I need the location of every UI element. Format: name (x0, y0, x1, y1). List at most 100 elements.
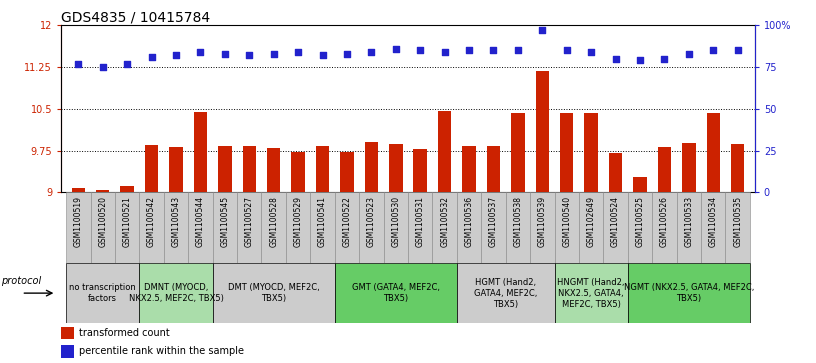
Point (438, 49, 451, 55)
Text: protocol: protocol (2, 276, 42, 286)
Bar (408, 192, 432, 263)
Point (96, 64, 109, 70)
Point (512, 48, 525, 53)
Point (487, 48, 500, 53)
Text: GSM1100539: GSM1100539 (538, 196, 547, 247)
Point (658, 56, 671, 62)
Bar (91, 192, 115, 263)
Point (561, 48, 574, 53)
Point (291, 49, 304, 55)
Bar (61, 345, 73, 358)
Bar (218, 146, 232, 192)
Bar (658, 147, 671, 192)
Bar (66, 263, 140, 323)
Text: GDS4835 / 10415784: GDS4835 / 10415784 (61, 10, 211, 24)
Bar (164, 192, 188, 263)
Text: GSM1100536: GSM1100536 (464, 196, 473, 247)
Text: GSM1100525: GSM1100525 (636, 196, 645, 247)
Bar (316, 146, 329, 192)
Text: GSM1100534: GSM1100534 (709, 196, 718, 247)
Point (316, 53, 329, 58)
Point (121, 61, 134, 67)
Bar (506, 192, 530, 263)
Bar (676, 192, 701, 263)
Bar (169, 147, 183, 192)
Bar (340, 152, 353, 192)
Bar (701, 192, 725, 263)
Bar (72, 188, 85, 192)
Text: GSM1100544: GSM1100544 (196, 196, 205, 247)
Bar (432, 192, 457, 263)
Bar (359, 192, 384, 263)
Point (194, 49, 207, 55)
Bar (487, 146, 500, 192)
Bar (335, 192, 359, 263)
Point (463, 48, 476, 53)
Bar (140, 192, 164, 263)
Point (536, 28, 549, 33)
Bar (291, 152, 305, 192)
Bar (530, 192, 555, 263)
Bar (61, 327, 73, 339)
Text: GSM1100522: GSM1100522 (343, 196, 352, 247)
Text: GSM1102649: GSM1102649 (587, 196, 596, 247)
Text: no transcription
factors: no transcription factors (69, 283, 136, 303)
Text: GSM1100533: GSM1100533 (685, 196, 694, 247)
Text: GSM1100535: GSM1100535 (734, 196, 743, 247)
Bar (555, 192, 579, 263)
Bar (121, 186, 134, 192)
Point (340, 51, 353, 57)
Point (633, 58, 646, 64)
Bar (481, 192, 506, 263)
Text: GSM1100531: GSM1100531 (415, 196, 424, 247)
Text: HNGMT (Hand2,
NKX2.5, GATA4,
MEF2C, TBX5): HNGMT (Hand2, NKX2.5, GATA4, MEF2C, TBX5… (557, 278, 625, 309)
Text: GSM1100526: GSM1100526 (660, 196, 669, 247)
Bar (628, 263, 750, 323)
Bar (609, 154, 623, 192)
Bar (463, 146, 476, 192)
Text: transformed count: transformed count (78, 328, 169, 338)
Bar (96, 190, 109, 192)
Text: GSM1100545: GSM1100545 (220, 196, 229, 247)
Point (170, 53, 183, 58)
Bar (584, 113, 598, 192)
Bar (384, 192, 408, 263)
Text: GSM1100541: GSM1100541 (318, 196, 327, 247)
Bar (242, 146, 256, 192)
Text: GSM1100537: GSM1100537 (489, 196, 498, 247)
Point (682, 51, 695, 57)
Bar (193, 112, 207, 192)
Bar (335, 263, 457, 323)
Bar (628, 192, 652, 263)
Point (365, 49, 378, 55)
Bar (310, 192, 335, 263)
Text: DMNT (MYOCD,
NKX2.5, MEF2C, TBX5): DMNT (MYOCD, NKX2.5, MEF2C, TBX5) (129, 283, 224, 303)
Bar (267, 148, 281, 192)
Text: GSM1100532: GSM1100532 (440, 196, 449, 247)
Bar (731, 144, 744, 192)
Point (72, 61, 85, 67)
Bar (707, 113, 720, 192)
Bar (414, 149, 427, 192)
Bar (115, 192, 140, 263)
Bar (511, 113, 525, 192)
Bar (457, 192, 481, 263)
Point (145, 54, 158, 60)
Bar (140, 263, 213, 323)
Text: GMT (GATA4, MEF2C,
TBX5): GMT (GATA4, MEF2C, TBX5) (352, 283, 440, 303)
Text: GSM1100538: GSM1100538 (513, 196, 522, 247)
Bar (213, 263, 335, 323)
Point (242, 53, 255, 58)
Text: GSM1100540: GSM1100540 (562, 196, 571, 247)
Text: GSM1100528: GSM1100528 (269, 196, 278, 247)
Point (609, 56, 622, 62)
Point (389, 46, 402, 52)
Point (414, 48, 427, 53)
Text: GSM1100543: GSM1100543 (171, 196, 180, 247)
Bar (213, 192, 237, 263)
Bar (535, 71, 549, 192)
Bar (560, 113, 574, 192)
Bar (145, 145, 158, 192)
Bar (286, 192, 310, 263)
Text: GSM1100519: GSM1100519 (73, 196, 82, 247)
